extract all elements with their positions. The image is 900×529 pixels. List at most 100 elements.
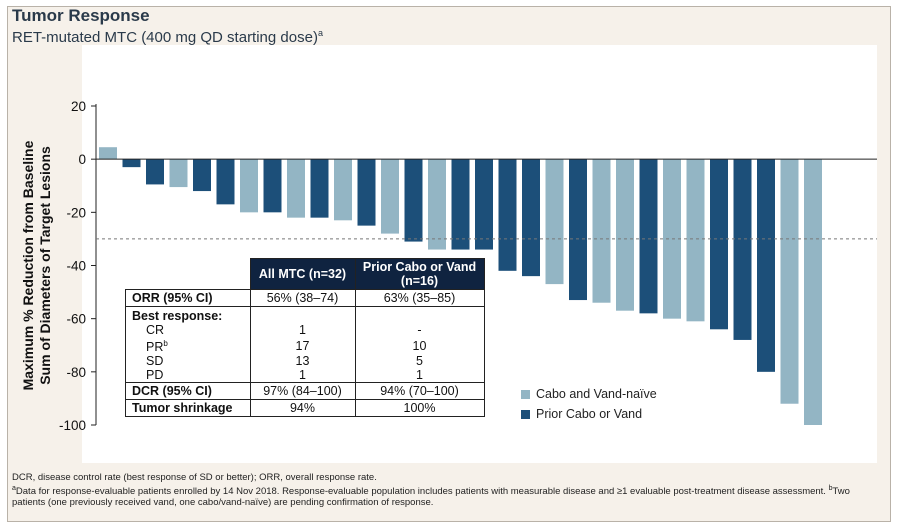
table-row-dcr: DCR (95% CI) 97% (84–100) 94% (70–100) (125, 382, 485, 401)
shrinkage-prior: 100% (354, 399, 485, 418)
table-row-orr: ORR (95% CI) 56% (38–74) 63% (35–85) (125, 289, 485, 307)
bar-prior (710, 159, 728, 330)
table-row-sd: SD 13 5 (125, 354, 485, 369)
y-tick-label: -60 (66, 312, 86, 327)
bar-prior (498, 159, 517, 271)
subtitle-footnote-mark: a (317, 28, 323, 38)
bar-naive (804, 159, 822, 425)
table-row-pr: PRb 17 10 (125, 337, 485, 355)
dcr-prior: 94% (70–100) (354, 382, 485, 401)
bar-prior (146, 159, 164, 185)
bar-naive (780, 159, 799, 404)
footnote-b-mark: b (828, 485, 833, 492)
best-response-all-empty (249, 306, 356, 323)
bar-naive (169, 159, 188, 188)
pr-prior: 10 (354, 337, 485, 355)
orr-all: 56% (38–74) (249, 289, 356, 307)
pd-label: PD (125, 368, 251, 384)
pd-label-text: PD (146, 368, 164, 383)
bar-naive (616, 159, 634, 311)
bar-prior (475, 159, 493, 250)
table-header-empty (125, 258, 250, 290)
table-row-cr: CR 1 - (125, 323, 485, 337)
bar-prior (357, 159, 376, 226)
bar-prior (404, 159, 423, 242)
bar-prior (216, 159, 235, 205)
bar-naive (545, 159, 564, 285)
footnote-abbreviations: DCR, disease control rate (best response… (12, 472, 377, 483)
bar-naive (334, 159, 352, 221)
pd-all: 1 (249, 368, 356, 384)
subtitle-text: RET-mutated MTC (400 mg QD starting dose… (12, 29, 318, 46)
bar-prior (522, 159, 540, 277)
bar-prior (639, 159, 658, 314)
page-subtitle: RET-mutated MTC (400 mg QD starting dose… (12, 28, 323, 46)
legend-swatch-prior (521, 409, 530, 419)
bar-naive (381, 159, 399, 234)
bar-prior (193, 159, 211, 192)
bar-naive (99, 147, 117, 160)
pr-label-text: PR (146, 340, 164, 355)
table-row-pd: PD 1 1 (125, 368, 485, 384)
legend-swatch-naive (521, 389, 530, 399)
y-axis-label: Maximum % Reduction from Baseline Sum of … (20, 140, 53, 390)
bar-naive (287, 159, 305, 218)
shrinkage-all: 94% (249, 399, 356, 418)
y-axis-label-line: Sum of Diameters of Target Lesions (37, 146, 53, 385)
legend: Cabo and Vand-naïve Prior Cabo or Vand (521, 384, 657, 424)
bar-prior (122, 159, 141, 168)
table-row-shrinkage: Tumor shrinkage 94% 100% (125, 399, 485, 418)
bar-naive (592, 159, 611, 303)
pd-prior: 1 (354, 368, 485, 384)
footnotes: DCR, disease control rate (best response… (12, 472, 878, 508)
footnote-b-text: Two patients (one previously received va… (12, 486, 850, 509)
table-header-prior: Prior Cabo or Vand (n=16) (354, 258, 485, 290)
y-axis: 20 0 -20 -40 -60 -80 -100 (59, 99, 97, 433)
cr-label-text: CR (146, 323, 165, 337)
sd-prior: 5 (354, 354, 485, 369)
best-response-prior-empty (354, 306, 485, 323)
cr-all: 1 (249, 323, 356, 337)
orr-prior: 63% (35–85) (354, 289, 485, 307)
legend-item-naive: Cabo and Vand-naïve (521, 384, 657, 404)
sd-all: 13 (249, 354, 356, 369)
page-title: Tumor Response (12, 6, 150, 25)
bar-prior (569, 159, 587, 301)
bar-prior (757, 159, 775, 372)
footnote-a: aData for response-evaluable patients en… (12, 483, 878, 508)
bar-prior (451, 159, 470, 250)
y-tick-label: -40 (66, 259, 86, 274)
orr-label: ORR (95% CI) (125, 289, 251, 307)
y-tick-label: -100 (59, 418, 86, 433)
footnote-a-text: Data for response-evaluable patients enr… (15, 486, 829, 498)
shrinkage-label: Tumor shrinkage (125, 399, 251, 418)
sd-label-text: SD (146, 354, 164, 369)
table-header-all-mtc: All MTC (n=32) (249, 258, 356, 290)
y-tick-label: 20 (71, 99, 86, 114)
y-axis-label-line: Maximum % Reduction from Baseline (20, 140, 36, 390)
y-tick-label: 0 (78, 152, 86, 167)
legend-item-prior: Prior Cabo or Vand (521, 404, 657, 424)
legend-label-prior: Prior Cabo or Vand (536, 407, 643, 421)
table-header-row: All MTC (n=32) Prior Cabo or Vand (n=16) (125, 258, 485, 290)
bar-naive (686, 159, 705, 322)
pr-label: PRb (125, 337, 251, 355)
y-tick-label: -80 (66, 365, 86, 380)
footnote-a-mark: a (12, 485, 16, 492)
best-response-label: Best response: (125, 306, 251, 323)
bar-prior (733, 159, 752, 340)
table-row-best-response: Best response: (125, 306, 485, 323)
pr-all: 17 (249, 337, 356, 355)
bar-naive (240, 159, 258, 213)
bar-prior (263, 159, 282, 213)
pr-footnote-mark: b (163, 339, 168, 348)
dcr-label: DCR (95% CI) (125, 382, 251, 401)
cr-prior: - (354, 323, 485, 337)
response-table: All MTC (n=32) Prior Cabo or Vand (n=16)… (125, 258, 485, 418)
bar-naive (428, 159, 446, 250)
legend-label-naive: Cabo and Vand-naïve (536, 387, 657, 401)
bar-prior (310, 159, 329, 218)
dcr-all: 97% (84–100) (249, 382, 356, 401)
y-tick-label: -20 (66, 205, 86, 220)
